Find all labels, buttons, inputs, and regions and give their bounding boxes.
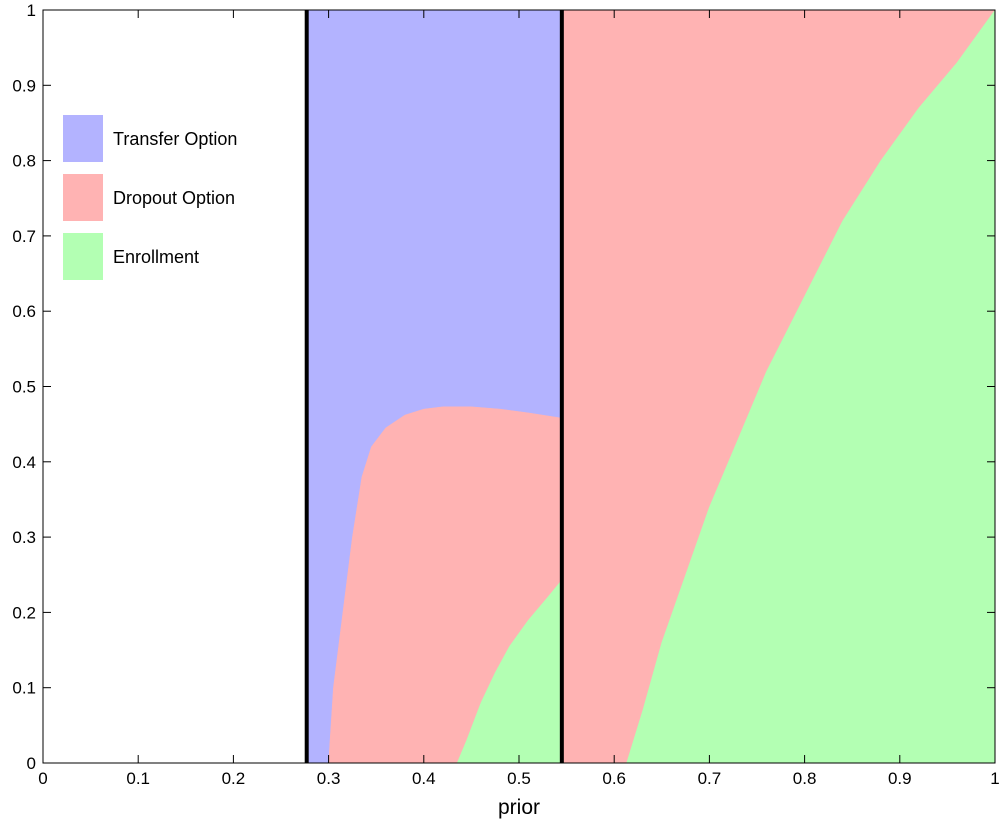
x-tick-label: 0.5: [507, 769, 531, 788]
legend-label-enrollment: Enrollment: [113, 247, 199, 267]
y-axis: 0 0.1 0.2 0.3 0.4 0.5 0.6 0.7 0.8 0.9 1: [12, 1, 995, 773]
y-tick-label: 0: [27, 754, 36, 773]
x-tick-label: 0.9: [888, 769, 912, 788]
x-axis: 0 0.1 0.2 0.3 0.4 0.5 0.6 0.7 0.8 0.9 1: [38, 10, 1000, 788]
y-tick-label: 0.8: [12, 152, 36, 171]
x-tick-label: 0.6: [602, 769, 626, 788]
chart-regions: [306, 9, 996, 764]
legend: Transfer Option Dropout Option Enrollment: [63, 115, 237, 280]
y-tick-label: 0.7: [12, 227, 36, 246]
y-tick-label: 0.3: [12, 528, 36, 547]
legend-swatch-enrollment: [63, 233, 103, 280]
y-tick-label: 0.4: [12, 453, 36, 472]
enrollment-region-4: [626, 9, 996, 764]
y-tick-label: 0.5: [12, 378, 36, 397]
x-axis-label: prior: [498, 796, 540, 819]
y-tick-label: 1: [27, 1, 36, 20]
legend-swatch-dropout-option: [63, 174, 103, 221]
x-tick-label: 0.4: [412, 769, 436, 788]
x-tick-label: 0: [38, 769, 47, 788]
x-tick-label: 0.1: [126, 769, 150, 788]
x-tick-label: 0.8: [793, 769, 817, 788]
threshold-lines: [304, 10, 564, 763]
legend-label-transfer-option: Transfer Option: [113, 129, 237, 149]
x-tick-label: 1: [990, 769, 999, 788]
x-tick-label: 0.2: [222, 769, 246, 788]
y-tick-label: 0.6: [12, 302, 36, 321]
y-tick-label: 0.9: [12, 76, 36, 95]
legend-label-dropout-option: Dropout Option: [113, 188, 235, 208]
y-tick-label: 0.1: [12, 679, 36, 698]
legend-swatch-transfer-option: [63, 115, 103, 162]
y-tick-label: 0.2: [12, 603, 36, 622]
x-tick-label: 0.3: [317, 769, 341, 788]
x-tick-label: 0.7: [698, 769, 722, 788]
